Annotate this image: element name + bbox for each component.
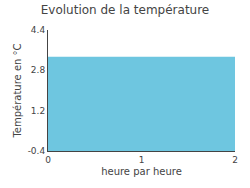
svg-text:0: 0 [45,155,51,165]
svg-text:2.8: 2.8 [31,65,46,75]
svg-text:1: 1 [139,155,145,165]
svg-text:4.4: 4.4 [31,25,46,35]
svg-text:heure par heure: heure par heure [101,166,182,177]
svg-text:Température en °C: Température en °C [12,43,23,138]
svg-text:2: 2 [232,155,238,165]
svg-text:Evolution de la température: Evolution de la température [41,3,210,17]
svg-text:1.2: 1.2 [31,106,45,116]
svg-text:-0.4: -0.4 [28,146,46,156]
